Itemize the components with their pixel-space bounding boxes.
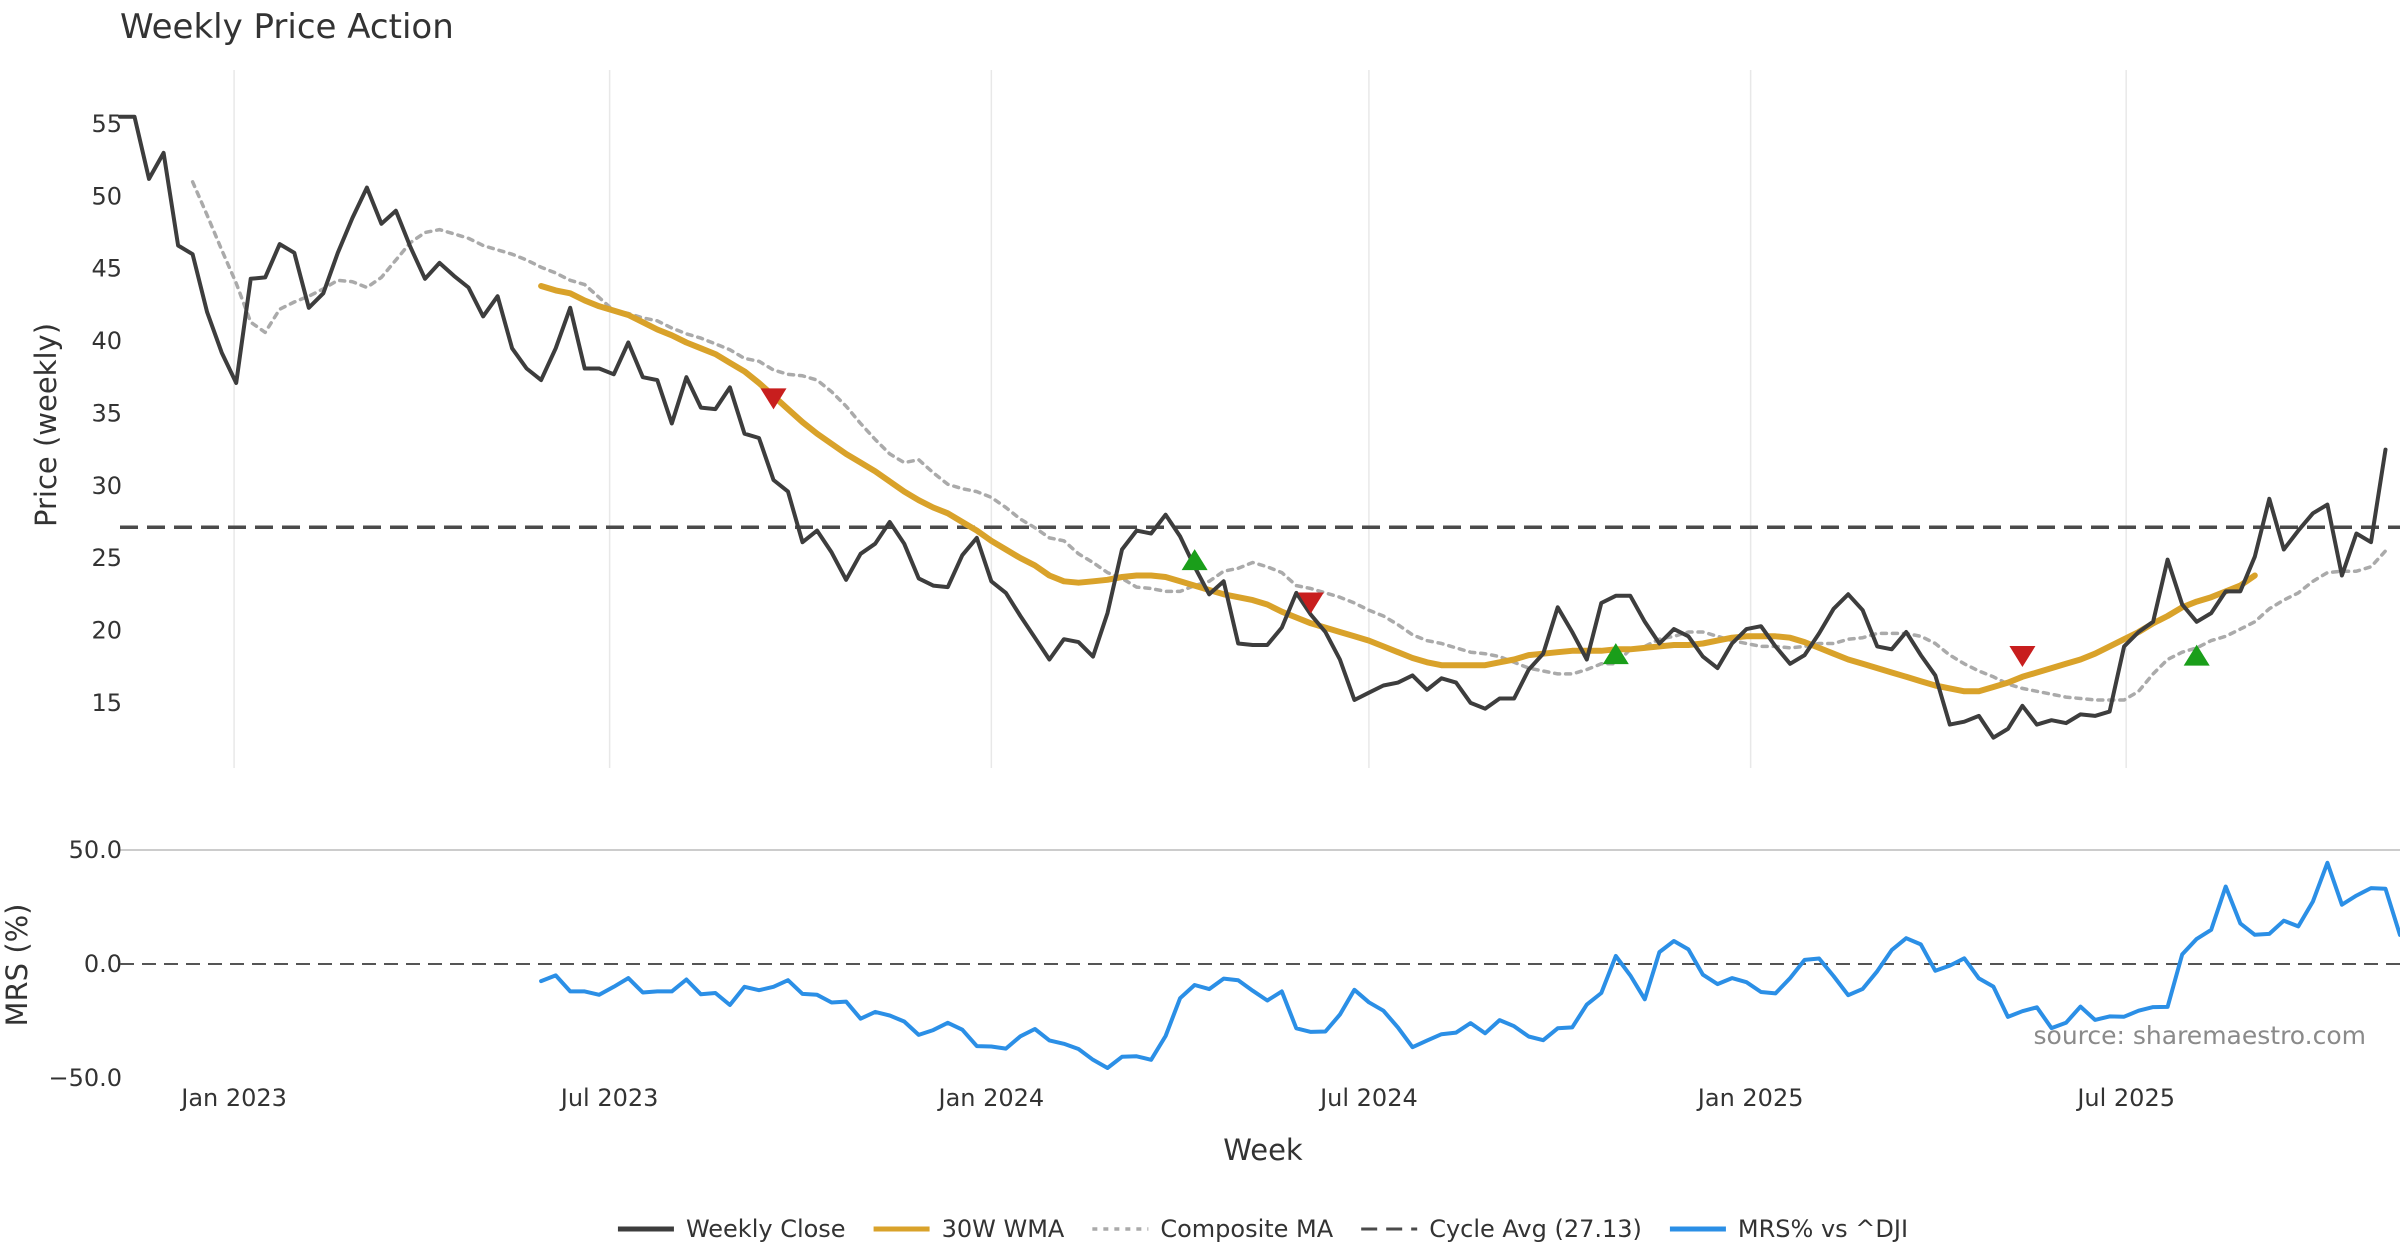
price-y-ticks: 15 20 25 30 35 40 45 50 55 — [91, 110, 122, 717]
x-tick-label-4: Jan 2025 — [1696, 1084, 1804, 1112]
x-tick-label-1: Jul 2023 — [559, 1084, 659, 1112]
legend: Weekly Close 30W WMA Composite MA Cycle Avg… — [617, 1215, 1908, 1243]
price-y-axis-title: Price (weekly) — [29, 323, 63, 527]
price-y-tick-1: 20 — [91, 617, 122, 645]
wma-30w-line — [538, 283, 2258, 695]
x-tick-label-5: Jul 2025 — [2075, 1084, 2175, 1112]
mrs-y-tick-0: −50.0 — [48, 1064, 122, 1092]
mrs-y-tick-2: 50.0 — [69, 836, 122, 864]
legend-label-3: Cycle Avg (27.13) — [1429, 1215, 1642, 1243]
mrs-y-tick-1: 0.0 — [84, 950, 122, 978]
x-tick-label-2: Jan 2024 — [936, 1084, 1044, 1112]
sell-signal-marker-2 — [1297, 592, 1324, 614]
legend-label-1: 30W WMA — [942, 1215, 1065, 1243]
x-axis-ticks: Jan 2023 Jul 2023 Jan 2024 Jul 2024 Jan 2025… — [179, 1084, 2175, 1112]
price-y-tick-4: 35 — [91, 399, 122, 427]
price-y-tick-6: 45 — [91, 255, 122, 283]
price-y-tick-3: 30 — [91, 472, 122, 500]
mrs-y-ticks: −50.0 0.0 50.0 — [48, 836, 122, 1092]
sell-signal-marker-4 — [2009, 646, 2036, 668]
x-axis-title: Week — [1223, 1133, 1303, 1167]
buy-signal-marker-5 — [2183, 644, 2210, 666]
price-y-tick-0: 15 — [91, 689, 122, 717]
legend-label-0: Weekly Close — [686, 1215, 846, 1243]
mrs-line — [539, 860, 2400, 1070]
x-tick-label-3: Jul 2024 — [1318, 1084, 1418, 1112]
price-y-tick-8: 55 — [91, 110, 122, 138]
x-tick-label-0: Jan 2023 — [179, 1084, 287, 1112]
signal-markers — [760, 388, 2210, 668]
chart-title: Weekly Price Action — [120, 7, 454, 47]
price-y-tick-7: 50 — [91, 182, 122, 210]
price-y-tick-2: 25 — [91, 544, 122, 572]
price-y-tick-5: 40 — [91, 327, 122, 355]
sell-signal-marker-0 — [760, 388, 787, 410]
series-layer — [118, 114, 2400, 1070]
buy-signal-marker-1 — [1181, 549, 1208, 571]
price-grid — [233, 70, 2127, 768]
source-annotation: source: sharemaestro.com — [2034, 1021, 2367, 1050]
weekly-close-line — [118, 114, 2388, 740]
composite-ma-line — [190, 180, 2388, 702]
buy-signal-marker-3 — [1602, 643, 1629, 665]
mrs-y-axis-title: MRS (%) — [0, 904, 34, 1027]
legend-label-2: Composite MA — [1160, 1215, 1333, 1243]
legend-label-4: MRS% vs ^DJI — [1738, 1215, 1908, 1243]
